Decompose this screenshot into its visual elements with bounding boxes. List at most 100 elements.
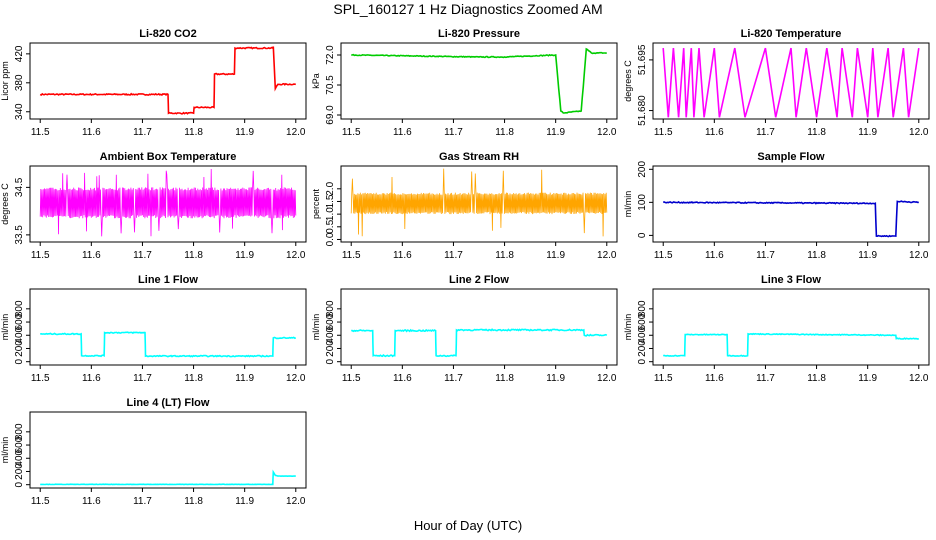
x-tick-label: 11.6 (82, 373, 101, 384)
x-tick-label: 11.7 (133, 496, 152, 507)
x-tick-label: 11.9 (235, 250, 254, 261)
x-tick-label: 11.7 (444, 250, 463, 261)
y-tick-label: 800 (14, 423, 25, 440)
y-tick-label: 600 (14, 313, 25, 330)
panel-gas-stream-rh: Gas Stream RH percent 11.5 11.6 11.7 11.8 11.9… (311, 151, 618, 261)
plot-frame (652, 288, 930, 366)
y-tick-label: 200 (325, 340, 336, 357)
x-tick-label: 11.8 (184, 250, 203, 261)
y-tick-label: 600 (14, 436, 25, 453)
y-tick-label: 0 (637, 358, 648, 364)
y-axis-label: kPa (311, 73, 321, 89)
y-tick-label: 2.0 (325, 181, 336, 195)
y-tick-label: 200 (637, 161, 648, 178)
y-axis-label: ml/min (623, 191, 633, 218)
y-tick-label: 1.5 (325, 194, 336, 208)
x-tick-label: 11.5 (342, 373, 361, 384)
y-tick-label: 0 (637, 232, 648, 238)
panel-title: Li-820 Pressure (438, 28, 520, 40)
x-tick-label: 11.8 (807, 373, 826, 384)
y-tick-label: 1.0 (325, 207, 336, 221)
y-tick-label: 400 (325, 326, 336, 343)
x-tick-label: 11.8 (807, 127, 826, 138)
x-tick-label: 12.0 (597, 127, 617, 138)
y-tick-label: 200 (637, 340, 648, 357)
x-tick-label: 11.9 (235, 373, 254, 384)
x-tick-label: 11.6 (705, 127, 724, 138)
y-tick-label: 200 (14, 340, 25, 357)
x-tick-label: 12.0 (286, 373, 306, 384)
panel-li-820-temperature: Li-820 Temperature degrees C 11.5 11.6 11.7 1… (623, 28, 930, 138)
plot-frame (29, 411, 307, 489)
y-tick-label: 0.5 (325, 219, 336, 233)
plot-frame (652, 165, 930, 243)
plot-frame (340, 288, 618, 366)
panel-title: Gas Stream RH (439, 151, 519, 163)
x-tick-label: 11.7 (133, 250, 152, 261)
panel-line-3-flow: Line 3 Flow ml/min 11.5 11.6 11.7 11.8 11.9 12.… (623, 274, 930, 384)
x-tick-label: 12.0 (286, 250, 306, 261)
plot-frame (29, 165, 307, 243)
y-tick-label: 0 (325, 358, 336, 364)
y-tick-label: 380 (14, 74, 25, 91)
x-tick-label: 11.5 (31, 496, 50, 507)
y-tick-label: 69.0 (325, 105, 336, 125)
x-tick-label: 11.5 (342, 250, 361, 261)
y-tick-label: 800 (14, 300, 25, 317)
y-tick-label: 100 (637, 194, 648, 211)
x-tick-label: 12.0 (597, 373, 617, 384)
x-tick-label: 11.9 (858, 373, 877, 384)
x-tick-label: 12.0 (909, 250, 929, 261)
y-axis-label: degrees C (623, 60, 633, 102)
x-tick-label: 12.0 (286, 496, 306, 507)
x-tick-label: 11.8 (184, 373, 203, 384)
series-line (39, 168, 297, 237)
x-tick-label: 11.9 (235, 127, 254, 138)
panel-line-1-flow: Line 1 Flow ml/min 11.5 11.6 11.7 11.8 11.9 12.… (0, 274, 307, 384)
x-tick-label: 11.5 (654, 127, 673, 138)
y-axis-label: degrees C (0, 183, 10, 225)
x-tick-label: 11.6 (82, 127, 101, 138)
x-tick-label: 12.0 (597, 250, 617, 261)
series-line (39, 46, 296, 115)
panel-li-820-co2: Li-820 CO2 Licor ppm 11.5 11.6 11.7 11.8 11.9 1… (0, 28, 307, 138)
x-axis-title: Hour of Day (UTC) (413, 518, 523, 533)
x-tick-label: 12.0 (909, 127, 929, 138)
x-tick-label: 11.5 (31, 127, 50, 138)
x-tick-label: 12.0 (286, 127, 306, 138)
x-tick-label: 11.8 (184, 496, 203, 507)
x-tick-label: 11.5 (342, 127, 361, 138)
y-axis-label: ml/min (0, 314, 10, 341)
x-tick-label: 11.6 (705, 250, 724, 261)
y-tick-label: 600 (637, 313, 648, 330)
x-tick-label: 11.8 (495, 250, 514, 261)
y-tick-label: 0 (14, 358, 25, 364)
y-tick-label: 600 (325, 313, 336, 330)
x-tick-label: 11.6 (393, 250, 412, 261)
x-tick-label: 11.6 (705, 373, 724, 384)
x-tick-label: 11.8 (184, 127, 203, 138)
plot-frame (340, 42, 618, 120)
x-tick-label: 11.9 (546, 373, 565, 384)
y-axis-label: percent (311, 188, 321, 219)
x-tick-label: 11.7 (133, 373, 152, 384)
x-tick-label: 11.9 (546, 127, 565, 138)
y-tick-label: 0.0 (325, 232, 336, 246)
x-tick-label: 11.8 (495, 127, 514, 138)
x-tick-label: 12.0 (909, 373, 929, 384)
plot-frame (29, 288, 307, 366)
series-line (40, 331, 297, 358)
x-tick-label: 11.6 (393, 373, 412, 384)
y-tick-label: 420 (14, 45, 25, 62)
y-tick-label: 340 (14, 103, 25, 120)
y-tick-label: 200 (14, 463, 25, 480)
plot-frame (652, 42, 930, 120)
x-tick-label: 11.8 (807, 250, 826, 261)
x-tick-label: 11.7 (756, 373, 775, 384)
x-tick-label: 11.6 (393, 127, 412, 138)
figure-title: SPL_160127 1 Hz Diagnostics Zoomed AM (333, 1, 603, 17)
x-tick-label: 11.5 (654, 373, 673, 384)
y-tick-label: 0 (14, 481, 25, 487)
x-tick-label: 11.7 (444, 127, 463, 138)
